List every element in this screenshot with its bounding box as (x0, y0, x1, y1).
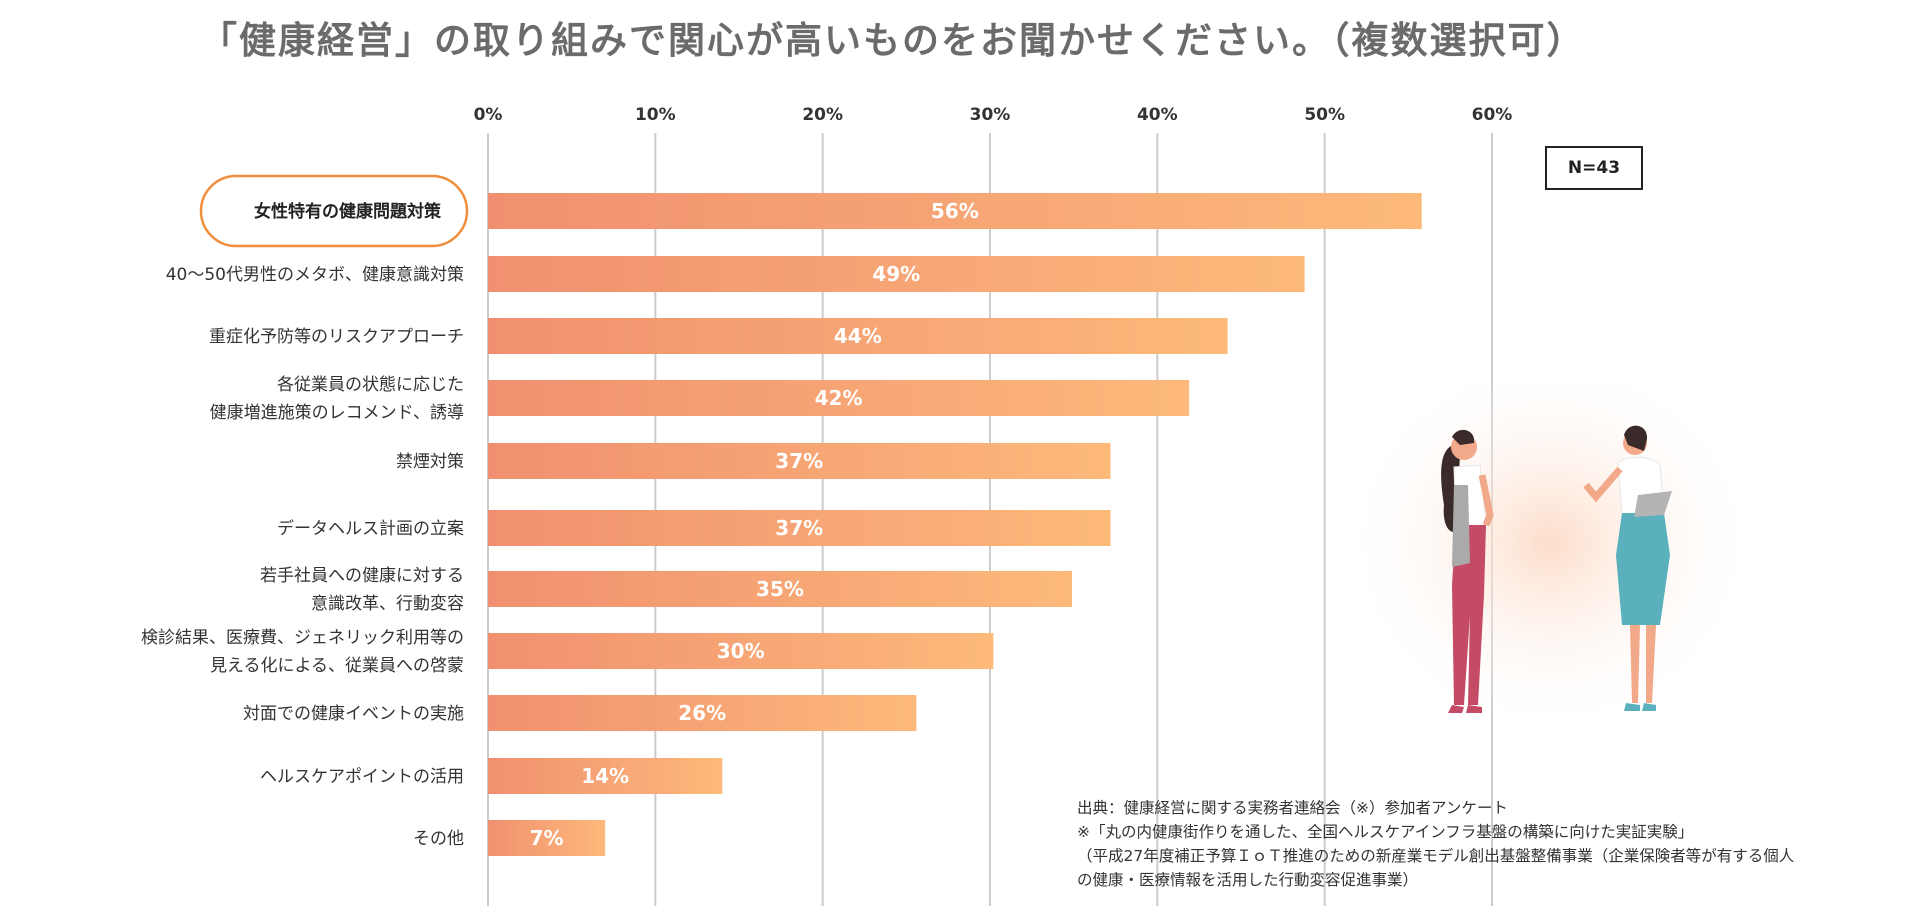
bar-value-label: 26% (678, 701, 726, 725)
source-line: の健康・医療情報を活用した行動変容促進事業） (1077, 871, 1419, 889)
category-label: 対面での健康イベントの実施 (243, 704, 464, 724)
source-line: ※「丸の内健康街作りを通した、全国ヘルスケアインフラ基盤の構築に向けた実証実験」 (1077, 823, 1694, 841)
x-axis-ticks: 0% 10% 20% 30% 40% 50% 60% (474, 105, 1513, 125)
woman-right-figure (1583, 425, 1672, 711)
bar-value-label: 37% (775, 449, 823, 473)
category-label: 各従業員の状態に応じた (277, 375, 464, 395)
bar-value-label: 44% (834, 324, 882, 348)
category-label: 見える化による、従業員への啓蒙 (210, 656, 464, 676)
bar-value-label: 14% (581, 764, 629, 788)
bar-value-label: 7% (530, 826, 564, 850)
bar (488, 318, 1228, 354)
bar (488, 633, 994, 669)
x-tick-label: 20% (802, 105, 843, 125)
bar (488, 695, 917, 731)
source-line: 出典：健康経営に関する実務者連絡会（※）参加者アンケート (1077, 799, 1508, 817)
background-glow (1360, 385, 1740, 735)
category-label: ヘルスケアポイントの活用 (260, 767, 464, 787)
category-label: 女性特有の健康問題対策 (254, 201, 442, 222)
bar (488, 758, 723, 794)
category-label: その他 (413, 829, 464, 849)
bar-value-label: 30% (717, 639, 765, 663)
source-line: （平成27年度補正予算ＩｏＴ推進のための新産業モデル創出基盤整備事業（企業保険者… (1077, 847, 1795, 865)
x-tick-label: 0% (474, 105, 503, 125)
bar (488, 571, 1072, 607)
source-note: 出典：健康経営に関する実務者連絡会（※）参加者アンケート ※「丸の内健康街作りを… (1077, 796, 1897, 892)
category-label: データヘルス計画の立案 (277, 518, 464, 539)
bar (488, 510, 1111, 546)
category-label: 検診結果、医療費、ジェネリック利用等の (141, 628, 464, 648)
sample-size-badge: N=43 (1545, 146, 1643, 190)
x-tick-label: 60% (1472, 105, 1513, 125)
bar-value-label: 37% (775, 516, 823, 540)
category-label: 重症化予防等のリスクアプローチ (209, 327, 464, 347)
category-label: 若手社員への健康に対する (260, 566, 464, 586)
bar (488, 380, 1190, 416)
category-label: 意識改革、行動変容 (311, 594, 464, 614)
two-women-illustration (1360, 385, 1740, 735)
category-label: 健康増進施策のレコメンド、誘導 (210, 403, 464, 423)
category-labels: 女性特有の健康問題対策 40～50代男性のメタボ、健康意識対策重症化予防等のリスク… (141, 174, 469, 849)
bars: 56% 49% 44% 42% 37% 37% 35% 30% 26% 14% 7% (488, 193, 1422, 856)
bar-value-label: 56% (931, 199, 979, 223)
category-label: 40～50代男性のメタボ、健康意識対策 (166, 265, 464, 285)
bar (488, 193, 1422, 229)
x-tick-label: 50% (1304, 105, 1345, 125)
bar (488, 443, 1111, 479)
x-tick-label: 30% (970, 105, 1011, 125)
bar-value-label: 42% (815, 386, 863, 410)
x-tick-label: 40% (1137, 105, 1178, 125)
bar-value-label: 49% (872, 262, 920, 286)
chart-title: 「健康経営」の取り組みで関心が高いものをお聞かせください。（複数選択可） (200, 19, 1586, 62)
highlight-outline (199, 174, 469, 248)
woman-left-figure (1441, 429, 1494, 713)
category-label: 禁煙対策 (396, 452, 464, 472)
x-tick-label: 10% (635, 105, 676, 125)
bar (488, 256, 1305, 292)
bar-value-label: 35% (756, 577, 804, 601)
bar (488, 820, 606, 856)
